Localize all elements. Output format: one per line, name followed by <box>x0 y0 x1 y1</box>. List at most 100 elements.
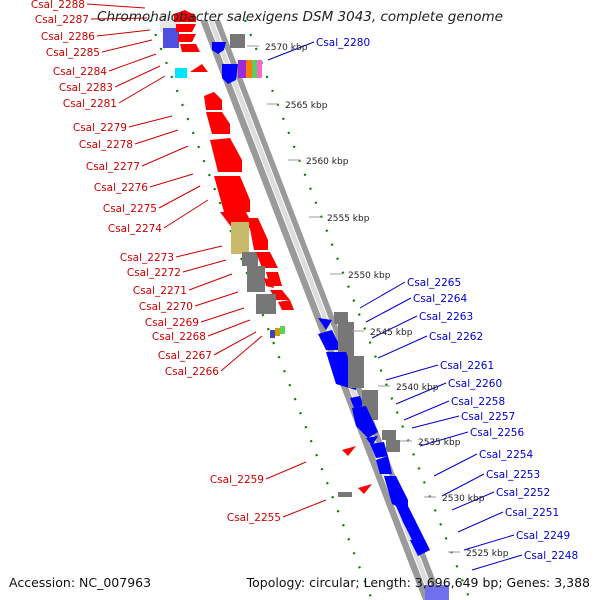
leader-line <box>158 185 201 209</box>
gene-arrow <box>382 430 396 440</box>
gene-label-left: Csal_2281 <box>63 98 117 110</box>
gene-arrow <box>163 28 179 48</box>
ruler-tick-label: 2525 kbp <box>466 549 509 559</box>
gene-label-right: Csal_2251 <box>505 507 559 519</box>
gene-label-left: Csal_2259 <box>210 474 264 486</box>
ruler-tick-label: 2550 kbp <box>348 271 391 281</box>
gene-label-left: Csal_2271 <box>133 285 187 297</box>
gene-label-right: Csal_2254 <box>479 449 533 461</box>
leader-line <box>220 335 263 372</box>
gene-label-left: Csal_2270 <box>139 301 193 313</box>
gene-arrow <box>246 60 252 78</box>
gene-label-left: Csal_2273 <box>120 252 174 264</box>
gene-label-right: Csal_2258 <box>451 396 505 408</box>
gene-label-right: Csal_2248 <box>524 550 578 562</box>
leader-line <box>175 245 223 258</box>
leader-line <box>371 315 418 339</box>
ruler-tick-label: 2535 kbp <box>418 438 461 448</box>
leader-line <box>141 145 189 167</box>
gene-arrow <box>278 300 294 310</box>
leader-line <box>411 415 460 429</box>
leader-line <box>86 3 146 9</box>
leader-line <box>267 41 315 61</box>
gene-arrow <box>410 538 430 556</box>
gene-arrow <box>248 218 268 250</box>
topology-text: Topology: circular; Length: 3,696,649 bp… <box>246 575 590 590</box>
accession-text: Accession: NC_007963 <box>9 575 152 590</box>
gene-arrow <box>348 356 364 388</box>
leader-line <box>441 473 485 497</box>
gene-label-right: Csal_2257 <box>461 411 515 423</box>
gene-label-right: Csal_2265 <box>407 277 461 289</box>
leader-line <box>377 335 428 359</box>
gene-label-left: Csal_2276 <box>94 182 148 194</box>
gene-label-left: Csal_2279 <box>73 122 127 134</box>
gene-label-left: Csal_2268 <box>152 331 206 343</box>
gene-arrow <box>176 24 196 32</box>
ruler-tick-label: 2565 kbp <box>285 101 328 111</box>
gene-arrow <box>318 318 332 330</box>
gene-arrow <box>222 64 238 84</box>
gene-arrow <box>334 312 348 324</box>
gene-label-right: Csal_2252 <box>496 487 550 499</box>
gene-arrow <box>238 60 246 78</box>
gene-arrow <box>425 585 449 600</box>
leader-line <box>403 400 450 421</box>
map-title: Chromohalobacter salexigens DSM 3043, co… <box>97 9 503 25</box>
gene-label-left: Csal_2278 <box>79 139 133 151</box>
leader-line <box>194 291 239 307</box>
leader-line <box>471 554 523 571</box>
leader-line <box>182 259 227 273</box>
gene-arrow <box>350 396 364 408</box>
gene-arrow <box>230 34 245 48</box>
leader-line <box>385 364 439 381</box>
leader-line <box>96 29 151 37</box>
gene-label-left: Csal_2275 <box>103 203 157 215</box>
gene-label-left: Csal_2255 <box>227 512 281 524</box>
gene-label-right: Csal_2264 <box>413 293 467 305</box>
gene-label-left: Csal_2277 <box>86 161 140 173</box>
leader-line <box>90 17 148 20</box>
gene-arrow <box>178 34 196 42</box>
leader-line <box>282 499 327 518</box>
gene-arrow <box>257 60 262 78</box>
gene-label-left: Csal_2284 <box>53 66 107 78</box>
gene-arrow <box>338 492 352 497</box>
gene-arrow <box>256 252 278 268</box>
gene-arrow <box>318 330 342 350</box>
gene-arrow <box>386 440 400 452</box>
leader-line <box>265 461 307 480</box>
gene-arrow <box>252 60 257 78</box>
ruler-tick-label: 2555 kbp <box>327 214 370 224</box>
gene-arrow <box>270 330 275 338</box>
gene-arrow <box>338 322 354 356</box>
leader-line <box>149 173 194 188</box>
gene-arrow <box>180 44 200 52</box>
gene-arrow <box>175 68 187 78</box>
leader-line <box>163 199 209 229</box>
gene-label-left: Csal_2288 <box>31 0 85 11</box>
gene-label-left: Csal_2285 <box>46 47 100 59</box>
leader-line <box>433 453 478 477</box>
backbone-track <box>200 20 430 600</box>
gene-arrow <box>190 64 208 72</box>
leader-line <box>200 307 245 323</box>
leader-line <box>101 39 153 53</box>
gene-arrow <box>384 476 408 512</box>
ruler-tick-label: 2540 kbp <box>396 383 439 393</box>
leader-line <box>419 431 469 447</box>
gene-label-right: Csal_2263 <box>419 311 473 323</box>
gene-arrow <box>214 176 250 212</box>
gene-label-right: Csal_2280 <box>316 37 370 49</box>
gene-arrow <box>242 252 258 266</box>
gene-arrow <box>275 328 280 336</box>
leader-line <box>118 75 166 104</box>
leader-line <box>213 331 257 356</box>
gene-label-right: Csal_2262 <box>429 331 483 343</box>
leader-line <box>457 511 504 533</box>
gene-label-right: Csal_2256 <box>470 427 524 439</box>
gene-arrow <box>210 138 242 172</box>
gene-arrow <box>342 446 356 456</box>
leader-line <box>463 534 515 551</box>
